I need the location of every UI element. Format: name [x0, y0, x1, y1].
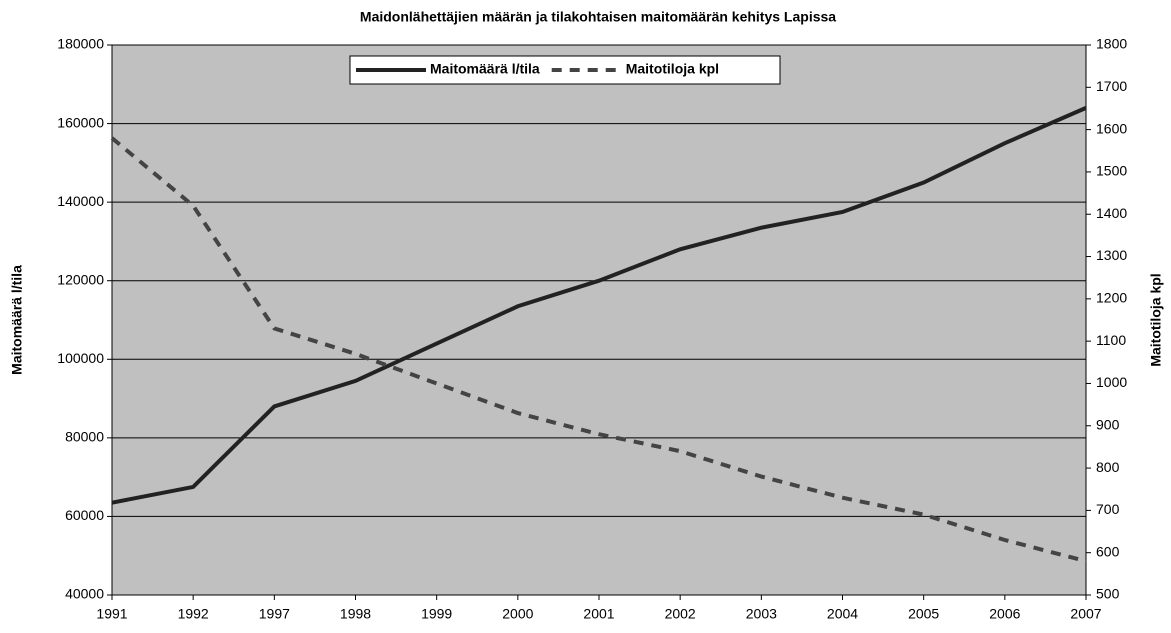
- y2-tick-label: 1000: [1096, 374, 1127, 390]
- x-tick-label: 2002: [665, 606, 696, 622]
- y-tick-label: 160000: [57, 114, 104, 130]
- y2-tick-label: 600: [1096, 543, 1120, 559]
- x-tick-label: 2006: [989, 606, 1020, 622]
- y2-tick-label: 1400: [1096, 205, 1127, 221]
- y-tick-label: 180000: [57, 36, 104, 52]
- y-tick-label: 120000: [57, 271, 104, 287]
- x-tick-label: 2004: [827, 606, 858, 622]
- y2-tick-label: 900: [1096, 416, 1120, 432]
- legend-label: Maitomäärä l/tila: [430, 61, 540, 77]
- x-tick-label: 2007: [1070, 606, 1101, 622]
- x-tick-label: 2003: [746, 606, 777, 622]
- x-tick-label: 1991: [96, 606, 127, 622]
- y-axis-title: Maitomäärä l/tila: [9, 265, 25, 375]
- x-tick-label: 2001: [583, 606, 614, 622]
- x-tick-label: 2000: [502, 606, 533, 622]
- y2-tick-label: 1500: [1096, 163, 1127, 179]
- y2-tick-label: 1600: [1096, 120, 1127, 136]
- legend-label: Maitotiloja kpl: [626, 61, 719, 77]
- y-tick-label: 80000: [65, 429, 104, 445]
- y2-tick-label: 800: [1096, 459, 1120, 475]
- y2-tick-label: 1700: [1096, 78, 1127, 94]
- x-tick-label: 1999: [421, 606, 452, 622]
- y2-tick-label: 1300: [1096, 247, 1127, 263]
- x-tick-label: 2005: [908, 606, 939, 622]
- y2-tick-label: 1100: [1096, 332, 1126, 348]
- x-tick-label: 1992: [178, 606, 209, 622]
- x-tick-label: 1997: [259, 606, 290, 622]
- y-tick-label: 40000: [65, 586, 104, 602]
- y-tick-label: 60000: [65, 507, 104, 523]
- x-tick-label: 1998: [340, 606, 371, 622]
- y2-axis-title: Maitotiloja kpl: [1148, 273, 1164, 366]
- series-line: [110, 136, 1087, 564]
- y2-tick-label: 1800: [1096, 36, 1127, 52]
- y2-tick-label: 1200: [1096, 290, 1127, 306]
- series-line: [111, 106, 1087, 505]
- chart-title: Maidonlähettäjien määrän ja tilakohtaise…: [360, 9, 836, 25]
- y-tick-label: 140000: [57, 193, 104, 209]
- plot-area: [112, 45, 1086, 595]
- y2-tick-label: 500: [1096, 586, 1120, 602]
- y-tick-label: 100000: [57, 350, 104, 366]
- y2-tick-label: 700: [1096, 501, 1120, 517]
